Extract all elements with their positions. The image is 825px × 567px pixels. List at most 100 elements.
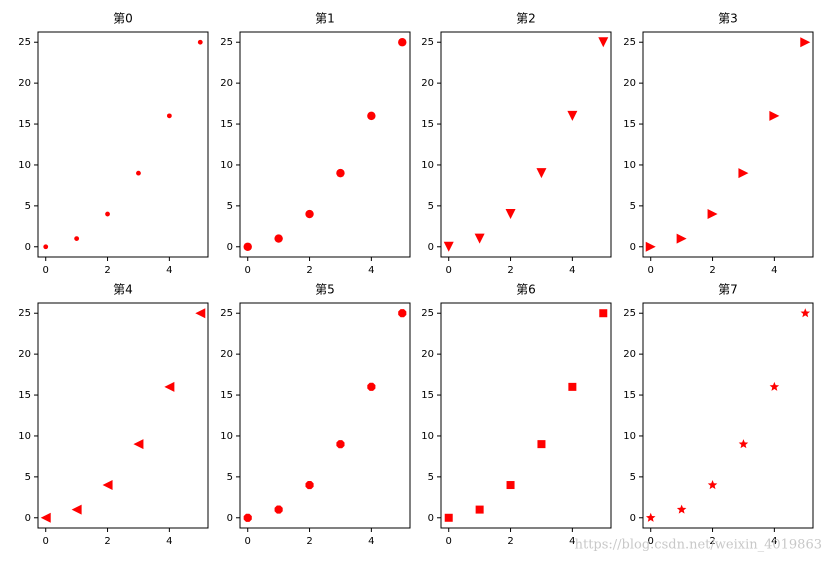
axes-frame <box>37 302 209 529</box>
x-tick-label: 0 <box>43 265 49 276</box>
y-tick-label: 20 <box>220 349 233 360</box>
axes-frame <box>37 31 209 258</box>
subplot-title: 第6 <box>516 283 536 297</box>
point <box>40 512 51 523</box>
x-tick-label: 2 <box>709 536 715 547</box>
y-tick-label: 15 <box>623 390 636 401</box>
subplot-title: 第5 <box>315 283 335 297</box>
y-tick-label: 10 <box>421 160 434 171</box>
x-tick-label: 0 <box>245 265 251 276</box>
x-tick-label: 0 <box>446 265 452 276</box>
x-tick-label: 4 <box>569 265 575 276</box>
axes-frame <box>440 302 612 529</box>
x-tick-label: 4 <box>771 265 777 276</box>
y-tick-label: 20 <box>18 349 31 360</box>
subplot-title: 第3 <box>718 12 738 26</box>
point <box>443 241 454 252</box>
point <box>505 209 516 220</box>
y-tick-label: 10 <box>220 431 233 442</box>
y-tick-label: 15 <box>421 119 434 130</box>
point <box>197 39 203 45</box>
point <box>676 504 687 514</box>
watermark: https://blog.csdn.net/weixin_4019863 <box>575 538 822 553</box>
x-tick-label: 4 <box>771 536 777 547</box>
point <box>567 110 578 121</box>
point <box>568 382 577 391</box>
x-tick-label: 0 <box>245 536 251 547</box>
point <box>367 111 376 121</box>
y-tick-label: 10 <box>421 431 434 442</box>
x-tick-label: 2 <box>507 536 513 547</box>
point <box>536 168 547 179</box>
y-tick-label: 5 <box>630 472 636 483</box>
x-tick-label: 0 <box>446 536 452 547</box>
y-tick-label: 5 <box>227 472 233 483</box>
point <box>136 170 141 176</box>
y-tick-label: 5 <box>227 201 233 212</box>
point <box>598 37 609 48</box>
point <box>537 440 546 449</box>
y-tick-label: 25 <box>421 37 434 48</box>
y-tick-label: 25 <box>421 308 434 319</box>
axes-frame <box>440 31 612 258</box>
y-tick-label: 5 <box>630 201 636 212</box>
point <box>707 480 718 490</box>
point <box>398 309 407 318</box>
point <box>800 37 811 48</box>
point <box>305 209 314 219</box>
y-tick-label: 0 <box>428 513 434 524</box>
axes-frame <box>642 302 814 529</box>
y-tick-label: 20 <box>623 349 636 360</box>
y-tick-label: 15 <box>18 119 31 130</box>
point <box>506 481 515 490</box>
point <box>336 168 345 178</box>
y-tick-label: 15 <box>623 119 636 130</box>
y-tick-label: 20 <box>421 349 434 360</box>
point <box>133 439 144 450</box>
y-tick-label: 0 <box>25 513 31 524</box>
point <box>645 241 656 252</box>
point <box>676 233 687 244</box>
axes-frame <box>642 31 814 258</box>
x-tick-label: 0 <box>43 536 49 547</box>
point <box>43 244 49 250</box>
y-tick-label: 25 <box>220 308 233 319</box>
point <box>800 308 811 318</box>
y-tick-label: 25 <box>18 308 31 319</box>
y-tick-label: 5 <box>25 201 31 212</box>
x-tick-label: 2 <box>104 265 110 276</box>
y-tick-label: 0 <box>630 242 636 253</box>
y-tick-label: 25 <box>220 37 233 48</box>
point <box>274 505 283 514</box>
point <box>398 38 407 47</box>
y-tick-label: 20 <box>220 78 233 89</box>
point <box>769 110 780 121</box>
x-tick-label: 4 <box>166 265 172 276</box>
y-tick-label: 25 <box>18 37 31 48</box>
x-tick-label: 2 <box>306 536 312 547</box>
axes-frame <box>239 31 411 258</box>
x-tick-label: 2 <box>709 265 715 276</box>
point <box>105 211 110 217</box>
point <box>74 236 80 241</box>
point <box>336 440 345 449</box>
point <box>71 504 82 515</box>
point <box>243 513 252 522</box>
point <box>102 480 113 491</box>
x-tick-label: 0 <box>648 265 654 276</box>
point <box>367 382 376 391</box>
axes-frame <box>239 302 411 529</box>
x-tick-label: 4 <box>569 536 575 547</box>
y-tick-label: 20 <box>18 78 31 89</box>
y-tick-label: 5 <box>25 472 31 483</box>
x-tick-label: 2 <box>104 536 110 547</box>
point <box>738 168 749 179</box>
y-tick-label: 5 <box>428 472 434 483</box>
y-tick-label: 20 <box>623 78 636 89</box>
y-tick-label: 0 <box>227 513 233 524</box>
point <box>738 439 749 449</box>
point <box>305 480 314 490</box>
point <box>475 505 484 514</box>
y-tick-label: 15 <box>18 390 31 401</box>
y-tick-label: 5 <box>428 201 434 212</box>
